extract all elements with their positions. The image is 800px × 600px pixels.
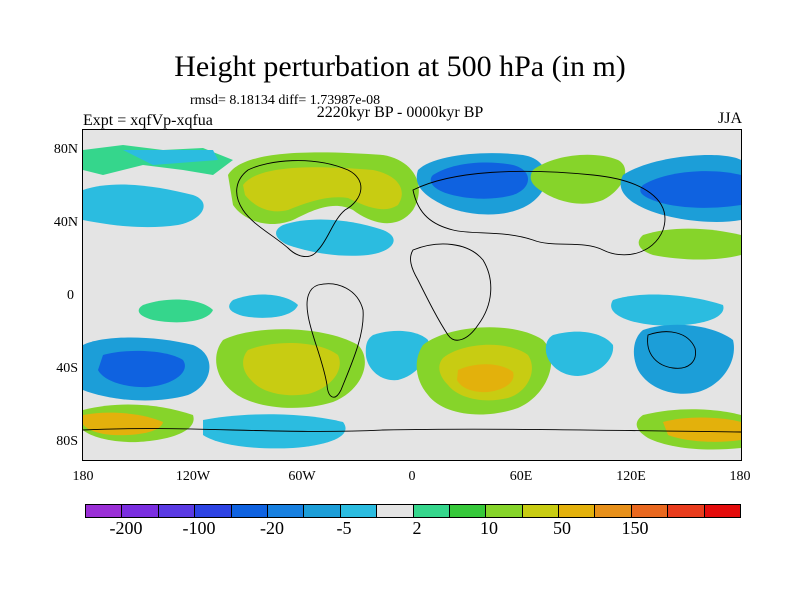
- colorbar-swatch: [486, 505, 523, 517]
- contour-na-positive-inner: [243, 167, 402, 212]
- map-field-svg: [83, 145, 741, 450]
- colorbar-label-150: 150: [621, 518, 649, 538]
- coastline-africa: [410, 243, 492, 341]
- contour-sh-pos-2-inner: [457, 364, 514, 393]
- contour-antarctic-neg: [203, 414, 346, 449]
- colorbar-swatch: [340, 505, 378, 517]
- period-label: 2220kyr BP - 0000kyr BP: [316, 104, 484, 121]
- experiment-label: Expt = xqfVp-xqfua: [83, 112, 213, 129]
- colorbar-label-minus-100: -100: [182, 518, 216, 538]
- colorbar-swatch: [595, 505, 632, 517]
- colorbar-label-10: 10: [480, 518, 498, 538]
- colorbar-label-2: 2: [412, 518, 422, 538]
- contour-wpac-green: [638, 228, 741, 260]
- colorbar-label-50: 50: [553, 518, 571, 538]
- contour-antarctic-pos-east-inner: [663, 417, 741, 442]
- map-panel: [83, 130, 741, 460]
- coastline-eurasia: [412, 170, 666, 256]
- lat-label-40s: 40S: [56, 361, 78, 376]
- colorbar-swatch: [267, 505, 305, 517]
- colorbar-swatch: [195, 505, 232, 517]
- colorbar-label-minus-5: -5: [336, 518, 352, 538]
- colorbar-swatch: [631, 505, 669, 517]
- colorbar-swatch: [522, 505, 560, 517]
- coastline-south-america: [306, 283, 364, 398]
- season-label: JJA: [717, 110, 742, 127]
- lon-label-60w: 60W: [288, 469, 316, 484]
- colorbar-swatch: [559, 505, 596, 517]
- contour-sh-neg-3: [545, 331, 614, 376]
- contour-tropical-green: [138, 299, 213, 323]
- colorbar-swatch: [377, 505, 414, 517]
- coastlines: [83, 160, 741, 433]
- colorbar: [85, 504, 741, 518]
- colorbar-swatch: [668, 505, 705, 517]
- colorbar-swatch: [304, 505, 341, 517]
- contour-field: [83, 145, 741, 450]
- contour-tropical-blue: [229, 294, 298, 318]
- lat-label-80n: 80N: [53, 142, 78, 157]
- contour-sh-neg-4: [633, 324, 734, 394]
- colorbar-swatch: [704, 505, 741, 517]
- contour-siberia-positive: [530, 154, 626, 204]
- lon-label-120e: 120E: [616, 469, 646, 484]
- colorbar-swatch: [158, 505, 196, 517]
- colorbar-swatch: [449, 505, 487, 517]
- coastline-australia: [647, 331, 696, 369]
- colorbar-label-minus-20: -20: [260, 518, 284, 538]
- lon-label-120w: 120W: [175, 469, 211, 484]
- lon-label-180-west: 180: [72, 469, 94, 484]
- lon-label-180-east: 180: [729, 469, 751, 484]
- lon-label-60e: 60E: [509, 469, 533, 484]
- colorbar-label-minus-200: -200: [109, 518, 143, 538]
- rmsd-diff-stats: rmsd= 8.18134 diff= 1.73987e-08: [190, 93, 381, 108]
- colorbar-swatch: [231, 505, 268, 517]
- colorbar-swatch: [86, 505, 123, 517]
- lon-label-0: 0: [408, 469, 416, 484]
- contour-arctic-blue: [123, 150, 218, 165]
- lat-label-40n: 40N: [53, 215, 78, 230]
- colorbar-swatch: [413, 505, 450, 517]
- contour-pacific-negative-inner: [640, 171, 741, 208]
- contour-sh-neg-2: [365, 330, 429, 381]
- colorbar-swatch: [122, 505, 159, 517]
- plot-title: Height perturbation at 500 hPa (in m): [174, 50, 626, 83]
- lat-label-80s: 80S: [56, 434, 78, 449]
- contour-sh-neg-1-inner: [98, 350, 185, 388]
- coastline-north-america: [236, 160, 362, 257]
- contour-npac-blue: [83, 184, 204, 228]
- contour-atl-blue: [276, 219, 394, 256]
- contour-indopac-blue: [611, 294, 724, 326]
- lat-label-0: 0: [67, 288, 74, 303]
- coastline-antarctica: [83, 428, 741, 433]
- contour-sh-pos-1-inner: [243, 343, 340, 396]
